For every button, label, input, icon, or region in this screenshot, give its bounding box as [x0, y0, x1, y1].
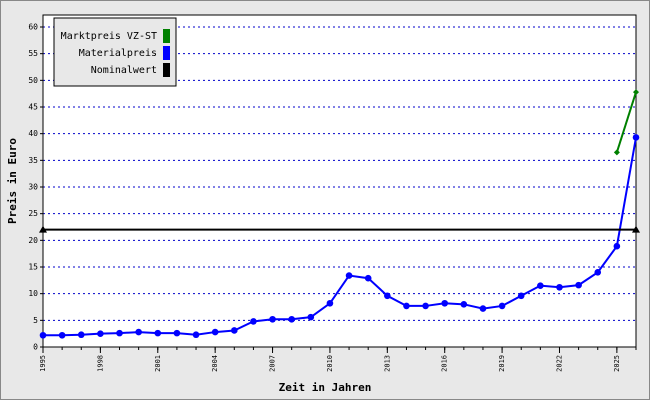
point — [97, 330, 104, 337]
point — [632, 134, 640, 141]
y-tick-label: 0 — [33, 343, 38, 352]
series-line — [615, 91, 637, 153]
point — [39, 331, 47, 339]
y-tick-label: 50 — [28, 76, 38, 85]
x-tick-label: 1998 — [96, 355, 104, 372]
legend-label: Nominalwert — [91, 65, 157, 76]
point — [460, 301, 468, 308]
y-tick-label: 30 — [28, 183, 38, 192]
legend-swatch — [163, 46, 170, 60]
y-tick-label: 35 — [28, 156, 38, 165]
y-tick-label: 10 — [28, 289, 38, 298]
y-tick-label: 55 — [28, 49, 38, 58]
point — [135, 328, 142, 336]
point — [154, 329, 162, 337]
point — [269, 315, 276, 323]
point — [288, 315, 295, 323]
point — [632, 225, 640, 233]
x-tick-label: 2007 — [269, 355, 277, 372]
y-tick-label: 40 — [28, 129, 38, 138]
point — [575, 281, 582, 289]
x-tick-label: 2001 — [154, 355, 162, 372]
point — [77, 331, 85, 339]
x-tick-label: 2025 — [613, 355, 621, 372]
x-tick-label: 2019 — [498, 355, 506, 372]
point — [613, 242, 621, 250]
point — [173, 329, 181, 337]
y-tick-label: 5 — [33, 316, 38, 325]
point — [345, 272, 353, 279]
point — [556, 283, 563, 291]
legend-label: Materialpreis — [79, 48, 157, 59]
legend-box — [53, 17, 177, 87]
x-tick-label: 2004 — [211, 355, 219, 372]
x-axis-label: Zeit in Jahren — [279, 381, 372, 394]
x-tick-label: 2010 — [326, 355, 334, 372]
x-tick-label: 2022 — [555, 355, 563, 372]
point — [633, 89, 639, 96]
point — [39, 225, 47, 233]
point — [517, 292, 525, 300]
legend-swatch — [163, 29, 170, 43]
point — [594, 269, 602, 276]
point — [211, 328, 219, 336]
x-tick-label: 2013 — [383, 355, 391, 372]
y-tick-label: 60 — [28, 23, 38, 32]
legend-label: Marktpreis VZ-ST — [61, 31, 157, 42]
point — [403, 302, 410, 310]
point — [364, 274, 372, 282]
y-axis-label: Preis in Euro — [6, 138, 19, 224]
x-tick-label: 1995 — [39, 355, 47, 372]
y-tick-label: 20 — [28, 236, 38, 245]
point — [58, 331, 66, 339]
point — [192, 331, 200, 339]
point — [384, 292, 391, 300]
point — [230, 327, 238, 334]
y-tick-label: 45 — [28, 103, 38, 112]
point — [498, 302, 506, 310]
point — [250, 318, 257, 325]
plot-border — [42, 14, 637, 348]
point — [441, 299, 449, 307]
x-tick-label: 2016 — [441, 355, 449, 372]
point — [116, 329, 123, 337]
point — [326, 299, 334, 307]
legend-swatch — [163, 63, 170, 77]
point — [613, 149, 620, 156]
y-tick-label: 25 — [28, 209, 38, 218]
point — [479, 305, 487, 312]
point — [422, 302, 429, 310]
point — [307, 313, 315, 321]
y-tick-label: 15 — [28, 263, 38, 272]
point — [537, 282, 544, 289]
